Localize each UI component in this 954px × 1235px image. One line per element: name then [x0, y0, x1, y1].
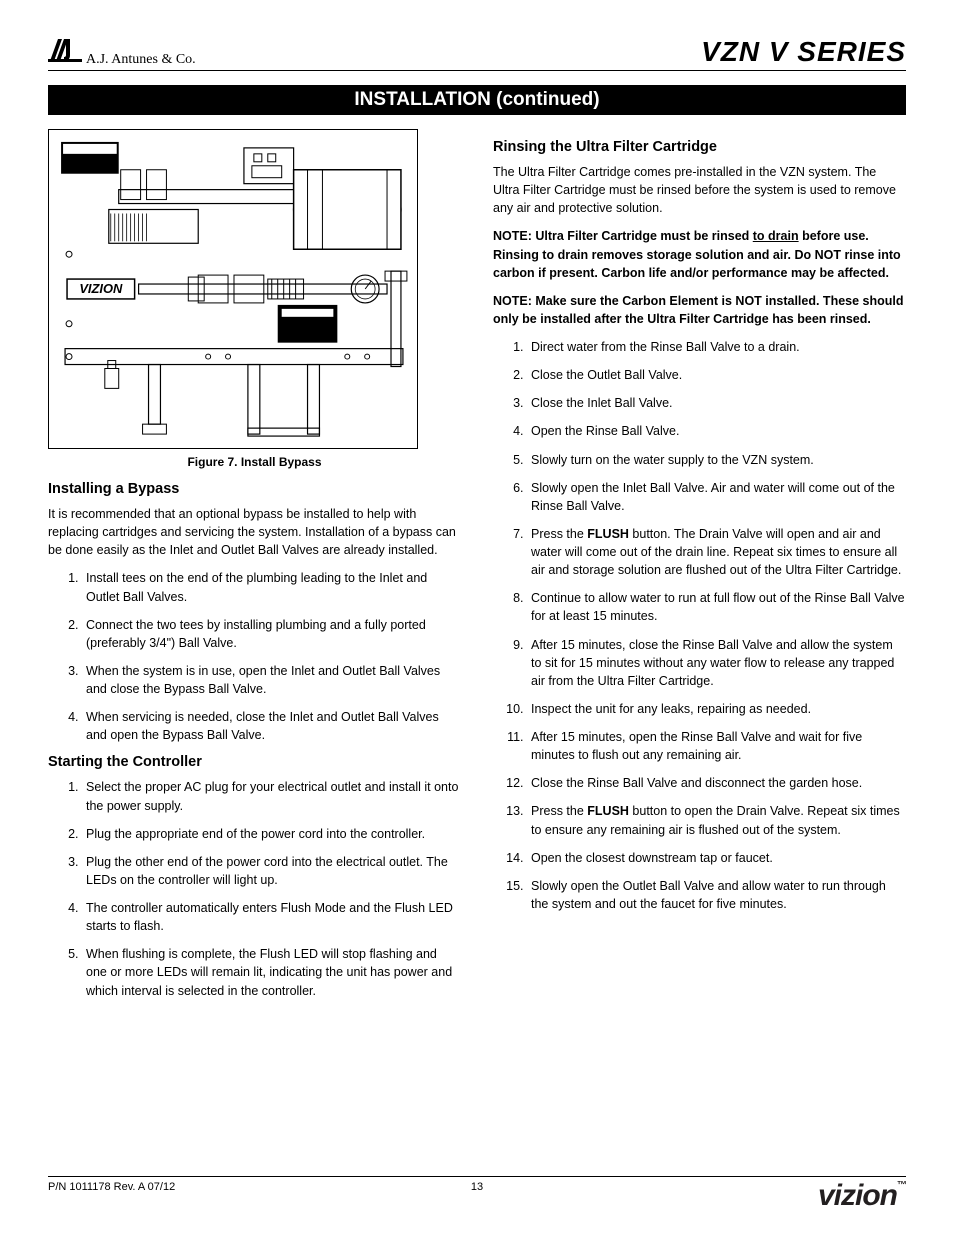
flush-button-label: FLUSH — [587, 804, 629, 818]
note-text: NOTE: Ultra Filter Cartridge must be rin… — [493, 229, 753, 243]
list-item: The controller automatically enters Flus… — [82, 899, 461, 935]
list-item: Open the closest downstream tap or fauce… — [527, 849, 906, 867]
controller-heading: Starting the Controller — [48, 754, 461, 770]
list-item: Close the Rinse Ball Valve and disconnec… — [527, 774, 906, 792]
list-item: Slowly turn on the water supply to the V… — [527, 451, 906, 469]
section-banner: INSTALLATION (continued) — [48, 85, 906, 115]
list-item: When servicing is needed, close the Inle… — [82, 708, 461, 744]
bypass-intro: It is recommended that an optional bypas… — [48, 505, 461, 559]
list-item: Connect the two tees by installing plumb… — [82, 616, 461, 652]
flush-button-label: FLUSH — [587, 527, 629, 541]
brand-name: A.J. Antunes & Co. — [86, 52, 196, 68]
list-item: When the system is in use, open the Inle… — [82, 662, 461, 698]
list-item: Inspect the unit for any leaks, repairin… — [527, 700, 906, 718]
step-text: Press the — [531, 804, 587, 818]
list-item: Plug the appropriate end of the power co… — [82, 825, 461, 843]
list-item: Direct water from the Rinse Ball Valve t… — [527, 338, 906, 356]
list-item: After 15 minutes, open the Rinse Ball Va… — [527, 728, 906, 764]
figure-caption: Figure 7. Install Bypass — [48, 455, 461, 469]
list-item: Select the proper AC plug for your elect… — [82, 778, 461, 814]
list-item: Close the Inlet Ball Valve. — [527, 394, 906, 412]
list-item: Continue to allow water to run at full f… — [527, 589, 906, 625]
list-item: Press the FLUSH button. The Drain Valve … — [527, 525, 906, 579]
vizion-label-in-figure: VIZION — [79, 281, 123, 296]
rinse-intro: The Ultra Filter Cartridge comes pre-ins… — [493, 163, 906, 217]
vizion-logo: vizion™ — [818, 1181, 906, 1211]
note-rinse-to-drain: NOTE: Ultra Filter Cartridge must be rin… — [493, 227, 906, 281]
list-item: Install tees on the end of the plumbing … — [82, 569, 461, 605]
list-item: When flushing is complete, the Flush LED… — [82, 945, 461, 999]
note-underline: to drain — [753, 229, 799, 243]
list-item: After 15 minutes, close the Rinse Ball V… — [527, 636, 906, 690]
header-left: A.J. Antunes & Co. — [48, 37, 196, 68]
series-title: VZN V SERIES — [701, 36, 906, 68]
aj-logo-icon — [48, 37, 82, 68]
right-column: Rinsing the Ultra Filter Cartridge The U… — [493, 129, 906, 1010]
page: A.J. Antunes & Co. VZN V SERIES INSTALLA… — [0, 0, 954, 1235]
left-column: VIZION — [48, 129, 461, 1010]
controller-steps-list: Select the proper AC plug for your elect… — [48, 778, 461, 999]
content-columns: VIZION — [48, 129, 906, 1010]
bypass-steps-list: Install tees on the end of the plumbing … — [48, 569, 461, 744]
bypass-heading: Installing a Bypass — [48, 481, 461, 497]
page-number: 13 — [471, 1181, 483, 1193]
list-item: Press the FLUSH button to open the Drain… — [527, 802, 906, 838]
note-carbon-element: NOTE: Make sure the Carbon Element is NO… — [493, 292, 906, 328]
list-item: Plug the other end of the power cord int… — [82, 853, 461, 889]
list-item: Close the Outlet Ball Valve. — [527, 366, 906, 384]
rinse-steps-list: Direct water from the Rinse Ball Valve t… — [493, 338, 906, 913]
page-header: A.J. Antunes & Co. VZN V SERIES — [48, 36, 906, 71]
figure-bypass-diagram: VIZION — [48, 129, 418, 449]
vizion-logo-text: vizion — [818, 1179, 897, 1212]
step-text: Press the — [531, 527, 587, 541]
list-item: Slowly open the Outlet Ball Valve and al… — [527, 877, 906, 913]
list-item: Slowly open the Inlet Ball Valve. Air an… — [527, 479, 906, 515]
trademark-icon: ™ — [897, 1180, 906, 1191]
rinse-heading: Rinsing the Ultra Filter Cartridge — [493, 139, 906, 155]
list-item: Open the Rinse Ball Valve. — [527, 422, 906, 440]
part-number: P/N 1011178 Rev. A 07/12 — [48, 1181, 175, 1193]
page-footer: P/N 1011178 Rev. A 07/12 13 vizion™ — [48, 1176, 906, 1211]
